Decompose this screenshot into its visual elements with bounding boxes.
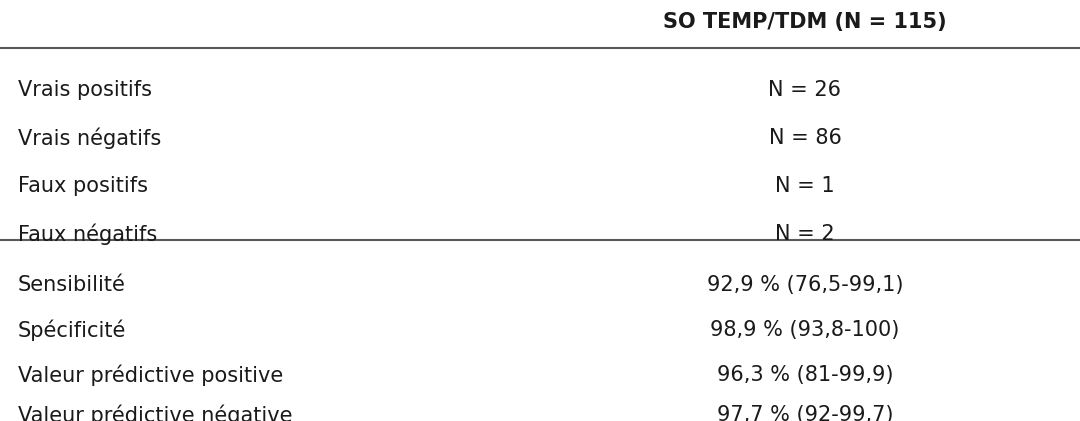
Text: N = 86: N = 86 <box>769 128 841 148</box>
Text: N = 26: N = 26 <box>769 80 841 100</box>
Text: Vrais négatifs: Vrais négatifs <box>18 127 161 149</box>
Text: Faux négatifs: Faux négatifs <box>18 223 158 245</box>
Text: Sensibilité: Sensibilité <box>18 275 126 295</box>
Text: 97,7 % (92-99,7): 97,7 % (92-99,7) <box>717 405 893 421</box>
Text: 98,9 % (93,8-100): 98,9 % (93,8-100) <box>711 320 900 340</box>
Text: Faux positifs: Faux positifs <box>18 176 148 196</box>
Text: Vrais positifs: Vrais positifs <box>18 80 152 100</box>
Text: N = 1: N = 1 <box>775 176 835 196</box>
Text: 96,3 % (81-99,9): 96,3 % (81-99,9) <box>717 365 893 385</box>
Text: Spécificité: Spécificité <box>18 319 126 341</box>
Text: Valeur prédictive positive: Valeur prédictive positive <box>18 364 283 386</box>
Text: Valeur prédictive négative: Valeur prédictive négative <box>18 404 293 421</box>
Text: N = 2: N = 2 <box>775 224 835 244</box>
Text: 92,9 % (76,5-99,1): 92,9 % (76,5-99,1) <box>706 275 903 295</box>
Text: SO TEMP/TDM (N = 115): SO TEMP/TDM (N = 115) <box>663 12 947 32</box>
